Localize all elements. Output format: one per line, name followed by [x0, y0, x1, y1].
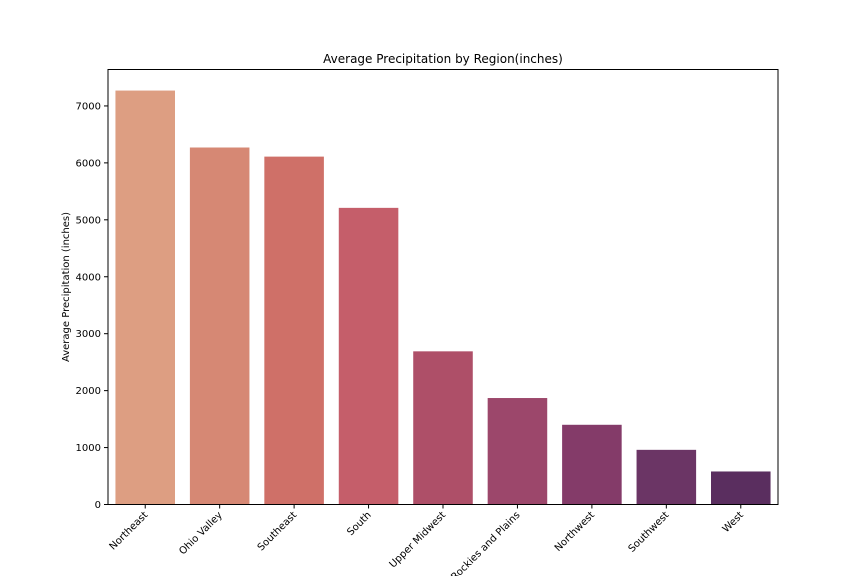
bar [264, 156, 324, 505]
bar [115, 90, 175, 505]
chart-title: Average Precipitation by Region(inches) [323, 52, 563, 66]
y-axis-label: Average Precipitation (inches) [61, 212, 72, 362]
x-tick-label: Ohio Valley [177, 510, 225, 558]
bar [189, 147, 250, 505]
y-tick-label: 0 [95, 500, 101, 511]
y-tick-label: 3000 [76, 329, 101, 340]
bar [338, 207, 399, 505]
x-tick-label: Upper Midwest [388, 510, 449, 571]
x-tick-label: South [345, 510, 373, 538]
plot-frame [107, 69, 779, 505]
x-tick-label: Southeast [256, 510, 300, 554]
y-tick-label: 2000 [76, 386, 101, 397]
y-tick-label: 6000 [76, 158, 101, 169]
x-tick-label: Rockies and Plains [449, 510, 522, 576]
bar [562, 424, 622, 505]
bar [711, 471, 771, 505]
y-tick-label: 5000 [76, 215, 101, 226]
y-tick-label: 4000 [76, 272, 101, 283]
x-tick-label: Northeast [108, 510, 151, 553]
y-tick-label: 1000 [76, 443, 101, 454]
bar [487, 398, 548, 505]
bar [413, 351, 473, 505]
y-tick-label: 7000 [76, 101, 101, 112]
x-tick-label: West [721, 510, 746, 535]
x-tick-label: Southwest [627, 510, 672, 555]
x-tick-label: Northwest [553, 510, 597, 554]
bars-group [115, 90, 771, 505]
bar [636, 449, 697, 505]
x-axis-ticks: Northeast Ohio Valley Southeast South Upper … [108, 504, 746, 576]
y-axis-ticks: 0 1000 2000 3000 4000 5000 6000 7000 [76, 101, 108, 511]
